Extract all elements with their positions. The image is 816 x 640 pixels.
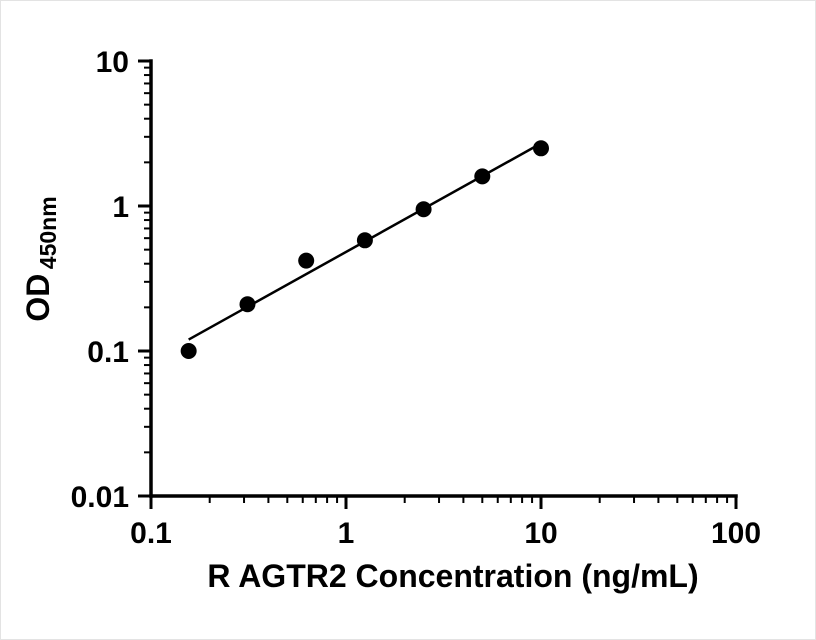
data-point bbox=[533, 140, 549, 157]
y-tick-label: 1 bbox=[112, 191, 129, 224]
data-point bbox=[180, 343, 197, 359]
x-tick-label: 100 bbox=[711, 517, 761, 550]
data-point bbox=[474, 168, 491, 185]
x-tick-label: 1 bbox=[338, 517, 355, 550]
x-tick-label: 0.1 bbox=[130, 517, 172, 550]
data-point bbox=[298, 252, 315, 269]
y-tick-label: 10 bbox=[96, 46, 129, 79]
axes bbox=[149, 59, 738, 498]
data-series bbox=[180, 140, 549, 359]
y-axis-title: OD 450nm bbox=[20, 196, 61, 321]
tick-marks bbox=[138, 59, 738, 509]
y-tick-label: 0.1 bbox=[87, 336, 129, 369]
y-axis-title-sub: 450nm bbox=[35, 196, 61, 269]
data-point bbox=[415, 201, 432, 218]
y-tick-label: 0.01 bbox=[71, 481, 129, 514]
y-axis-title-main: OD bbox=[20, 274, 56, 322]
x-tick-label: 10 bbox=[524, 517, 557, 550]
x-axis-title: R AGTR2 Concentration (ng/mL) bbox=[207, 558, 698, 594]
data-point bbox=[356, 232, 373, 249]
data-point bbox=[239, 296, 256, 313]
